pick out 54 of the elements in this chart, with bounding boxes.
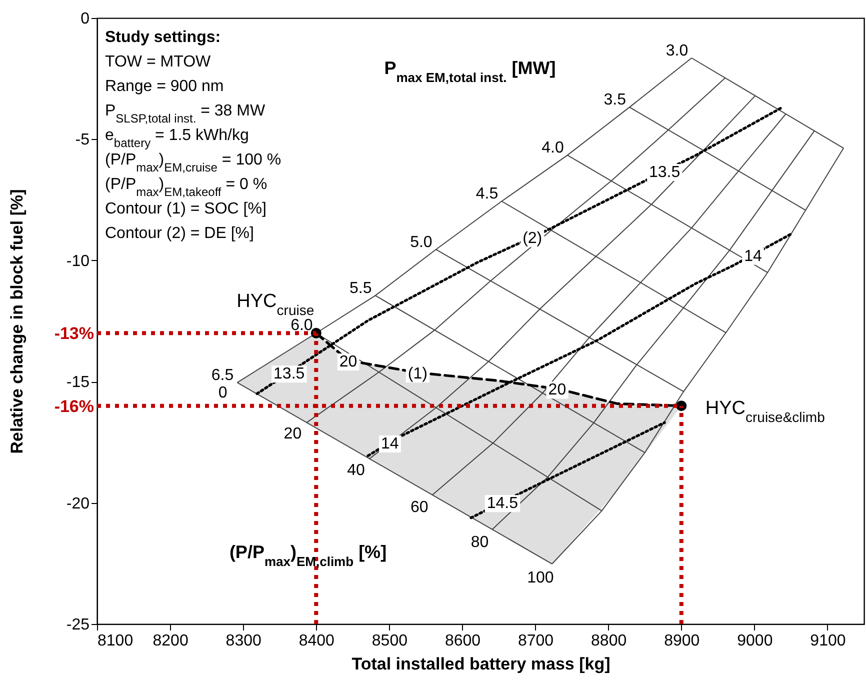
x-tick-label: 8900	[664, 632, 700, 650]
x-tick-label: 8200	[152, 632, 188, 650]
series-label: 3.5	[604, 92, 626, 109]
x-tick-label: 8100	[98, 632, 134, 650]
x-tick-label: 8800	[591, 632, 627, 650]
annotation: 14	[744, 248, 762, 265]
y-tick-label: -15	[66, 374, 90, 392]
y-tick-label: -5	[75, 132, 90, 149]
series-label: 40	[347, 462, 365, 480]
annotation: 14	[381, 435, 399, 452]
annotation: (1)	[408, 366, 428, 383]
series-label: 4.0	[542, 140, 564, 157]
annotation: TOW = MTOW	[105, 54, 212, 70]
annotation: 20	[548, 382, 566, 399]
y-tick-label: 0	[80, 10, 90, 28]
ref-line-label: -13%	[54, 324, 94, 344]
x-tick-label: 8600	[444, 632, 481, 650]
annotation: P$_{SLSP,total inst.}$ = 38 MW	[105, 102, 266, 126]
annotation: (P/P$_{max}$)$_{EM,takeoff}$ = 0 %	[105, 176, 268, 199]
x-tick-label: 9000	[737, 632, 773, 650]
series-label: 6.5	[211, 367, 234, 384]
series-label: HYC$_{cruise}$	[236, 291, 314, 318]
x-tick-label: 9100	[810, 632, 846, 650]
x-tick-label: 8500	[372, 632, 408, 650]
series-label: 100	[527, 569, 554, 586]
y-tick-label: -25	[66, 616, 90, 634]
series-label: 6.0	[290, 317, 313, 334]
series-label: 20	[284, 425, 302, 442]
annotation: (P/P$_{max}$)$_{EM,climb}$ [%]	[229, 542, 387, 568]
annotation: P$_{max EM,total inst.}$ [MW]	[384, 58, 556, 84]
x-tick-label: 8300	[226, 632, 262, 650]
x-axis-title: Total installed battery mass [kg]	[352, 654, 610, 674]
x-tick-label: 8700	[518, 632, 554, 650]
series-label: 5.0	[410, 234, 432, 252]
annotation: (P/P$_{max}$)$_{EM,cruise}$ = 100 %	[105, 152, 282, 174]
annotation: Contour (2) = DE [%]	[105, 225, 254, 242]
series-label: 4.5	[476, 186, 498, 203]
series-label: HYC$_{cruise&climb}$	[705, 398, 826, 425]
series-label: 3.0	[666, 42, 688, 60]
annotation: Study settings:	[105, 29, 221, 46]
series-label: 0	[218, 384, 228, 402]
ref-line-label: -16%	[54, 396, 94, 416]
annotation: Range = 900 nm	[105, 78, 224, 95]
series-label: 5.5	[350, 280, 372, 297]
annotation: Contour (1) = SOC [%]	[105, 200, 266, 218]
y-tick-label: -10	[66, 252, 90, 270]
annotation: 20	[339, 354, 358, 371]
x-tick-label: 8400	[298, 632, 335, 650]
y-axis-title: Relative change in block fuel [%]	[7, 189, 26, 454]
y-tick-label: -20	[66, 495, 90, 512]
annotation: e$_{battery}$ = 1.5 kWh/kg	[105, 127, 249, 150]
series-label: 60	[410, 499, 428, 516]
series-label: 80	[470, 534, 489, 552]
annotation: (2)	[522, 230, 542, 248]
